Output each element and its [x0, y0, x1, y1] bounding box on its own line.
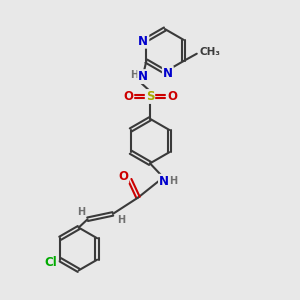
Text: H: H	[169, 176, 177, 186]
Text: N: N	[138, 35, 148, 48]
Text: N: N	[163, 67, 173, 80]
Text: N: N	[138, 70, 148, 83]
Text: H: H	[77, 207, 85, 217]
Text: S: S	[146, 90, 154, 103]
Text: H: H	[130, 70, 138, 80]
Text: O: O	[118, 170, 128, 183]
Text: CH₃: CH₃	[200, 47, 221, 57]
Text: N: N	[159, 175, 169, 188]
Text: O: O	[123, 90, 133, 103]
Text: O: O	[167, 90, 177, 103]
Text: Cl: Cl	[45, 256, 58, 269]
Text: H: H	[117, 215, 125, 225]
